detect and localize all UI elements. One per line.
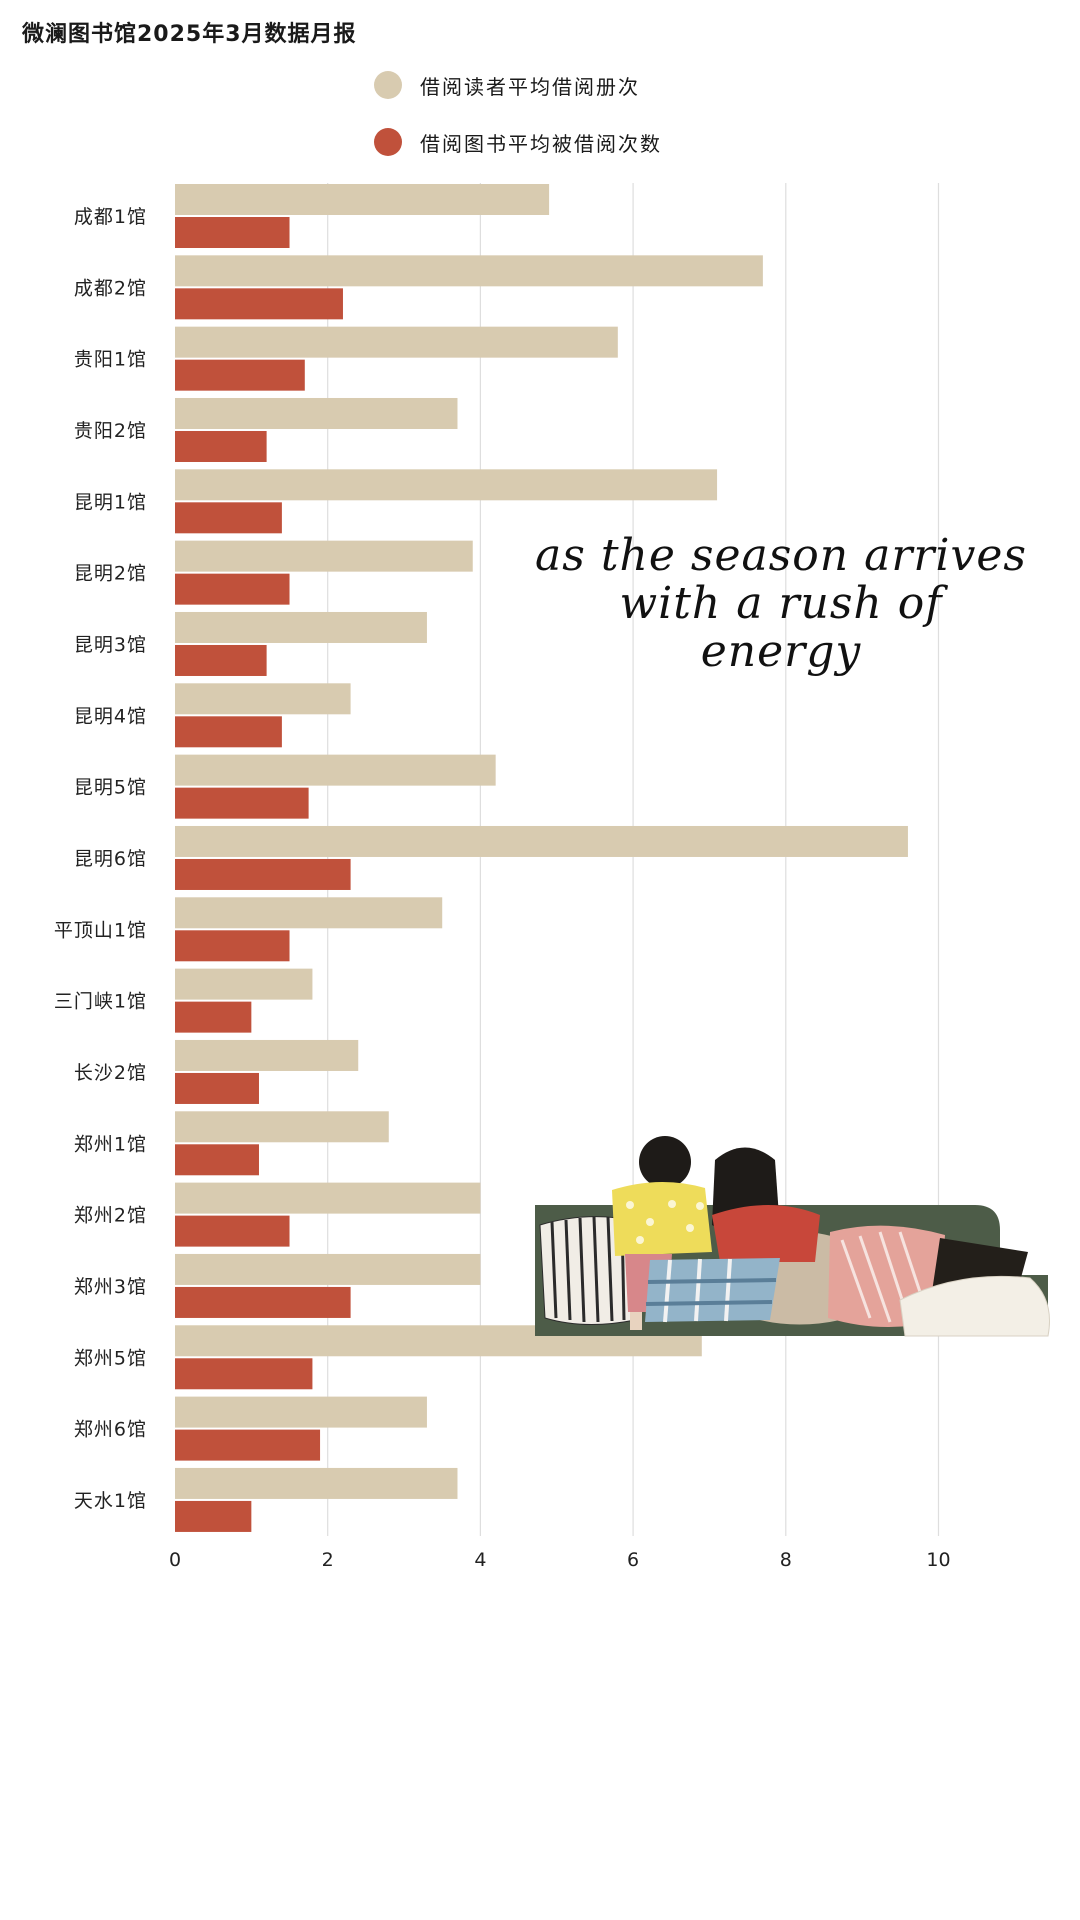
bar-books (175, 787, 309, 819)
category-label: 郑州2馆 (74, 1205, 147, 1227)
bar-readers (175, 1182, 481, 1214)
category-label: 成都2馆 (74, 277, 147, 299)
legend-circle-icon (374, 71, 402, 99)
bar-readers (175, 326, 618, 358)
legend-item-readers: 借阅读者平均借阅册次 (374, 68, 640, 102)
category-label: 贵阳1馆 (74, 349, 147, 371)
bar-readers (175, 397, 458, 429)
bar-readers (175, 683, 351, 715)
category-label: 平顶山1馆 (54, 919, 147, 941)
bars (175, 184, 908, 1532)
category-label: 昆明4馆 (74, 705, 147, 727)
bar-books (175, 858, 351, 890)
bar-books (175, 359, 305, 391)
bar-readers (175, 611, 427, 643)
bar-readers (175, 1111, 389, 1143)
bar-readers (175, 540, 473, 572)
category-label: 郑州3馆 (74, 1276, 147, 1298)
category-label: 昆明2馆 (74, 563, 147, 585)
bar-books (175, 716, 282, 748)
category-label: 昆明3馆 (74, 634, 147, 656)
legend-item-books: 借阅图书平均被借阅次数 (374, 125, 662, 159)
category-label: 郑州5馆 (74, 1347, 147, 1369)
category-label: 天水1馆 (74, 1490, 147, 1512)
girl-right (645, 1147, 820, 1323)
bar-books (175, 1429, 321, 1461)
bar-books (175, 1144, 259, 1176)
category-label: 三门峡1馆 (54, 991, 147, 1013)
category-label: 昆明1馆 (74, 491, 147, 513)
bar-books (175, 1001, 252, 1033)
legend-circle-icon (374, 128, 402, 156)
x-tick-label: 4 (474, 1549, 486, 1571)
bar-books (175, 430, 267, 462)
bar-readers (175, 469, 718, 501)
bar-books (175, 1072, 259, 1104)
bar-books (175, 217, 290, 248)
x-tick-label: 2 (322, 1549, 334, 1571)
category-label: 长沙2馆 (74, 1062, 147, 1084)
bar-readers (175, 1253, 481, 1285)
bar-books (175, 573, 290, 605)
legend-label-books: 借阅图书平均被借阅次数 (420, 131, 662, 156)
x-tick-label: 10 (926, 1549, 950, 1571)
bar-books (175, 1358, 313, 1390)
category-label: 郑州6馆 (74, 1419, 147, 1441)
bar-books (175, 930, 290, 962)
bar-books (175, 288, 343, 320)
category-label: 贵阳2馆 (74, 420, 147, 442)
bar-books (175, 502, 282, 534)
bar-readers (175, 754, 496, 786)
x-tick-label: 6 (627, 1549, 639, 1571)
annotation-line: energy (700, 626, 862, 677)
category-label: 昆明6馆 (74, 848, 147, 870)
category-label: 成都1馆 (74, 206, 147, 228)
bar-readers (175, 255, 763, 287)
blanket (899, 1275, 1051, 1337)
bar-readers (175, 1039, 359, 1071)
annotation-line: with a rush of (619, 578, 943, 629)
chart-title: 微澜图书馆2025年3月数据月报 (22, 22, 357, 47)
category-labels: 成都1馆成都2馆贵阳1馆贵阳2馆昆明1馆昆明2馆昆明3馆昆明4馆昆明5馆昆明6馆… (54, 206, 147, 1512)
bar-readers (175, 1467, 458, 1499)
annotation-line: as the season arrives (535, 530, 1027, 581)
bar-books (175, 1215, 290, 1247)
bar-readers (175, 184, 550, 215)
bar-books (175, 1500, 252, 1532)
bar-readers (175, 897, 443, 929)
x-tick-labels: 0 2 4 6 8 10 (169, 1549, 951, 1571)
category-label: 郑州1馆 (74, 1133, 147, 1155)
category-label: 昆明5馆 (74, 777, 147, 799)
handwritten-annotation: as the season arrives with a rush of ene… (496, 532, 1066, 676)
bar-readers (175, 1396, 427, 1428)
bar-readers (175, 968, 313, 1000)
bar-readers (175, 825, 908, 857)
x-tick-label: 0 (169, 1549, 181, 1571)
bar-books (175, 1286, 351, 1318)
x-tick-label: 8 (780, 1549, 792, 1571)
bar-books (175, 644, 267, 676)
legend-label-readers: 借阅读者平均借阅册次 (420, 74, 640, 99)
